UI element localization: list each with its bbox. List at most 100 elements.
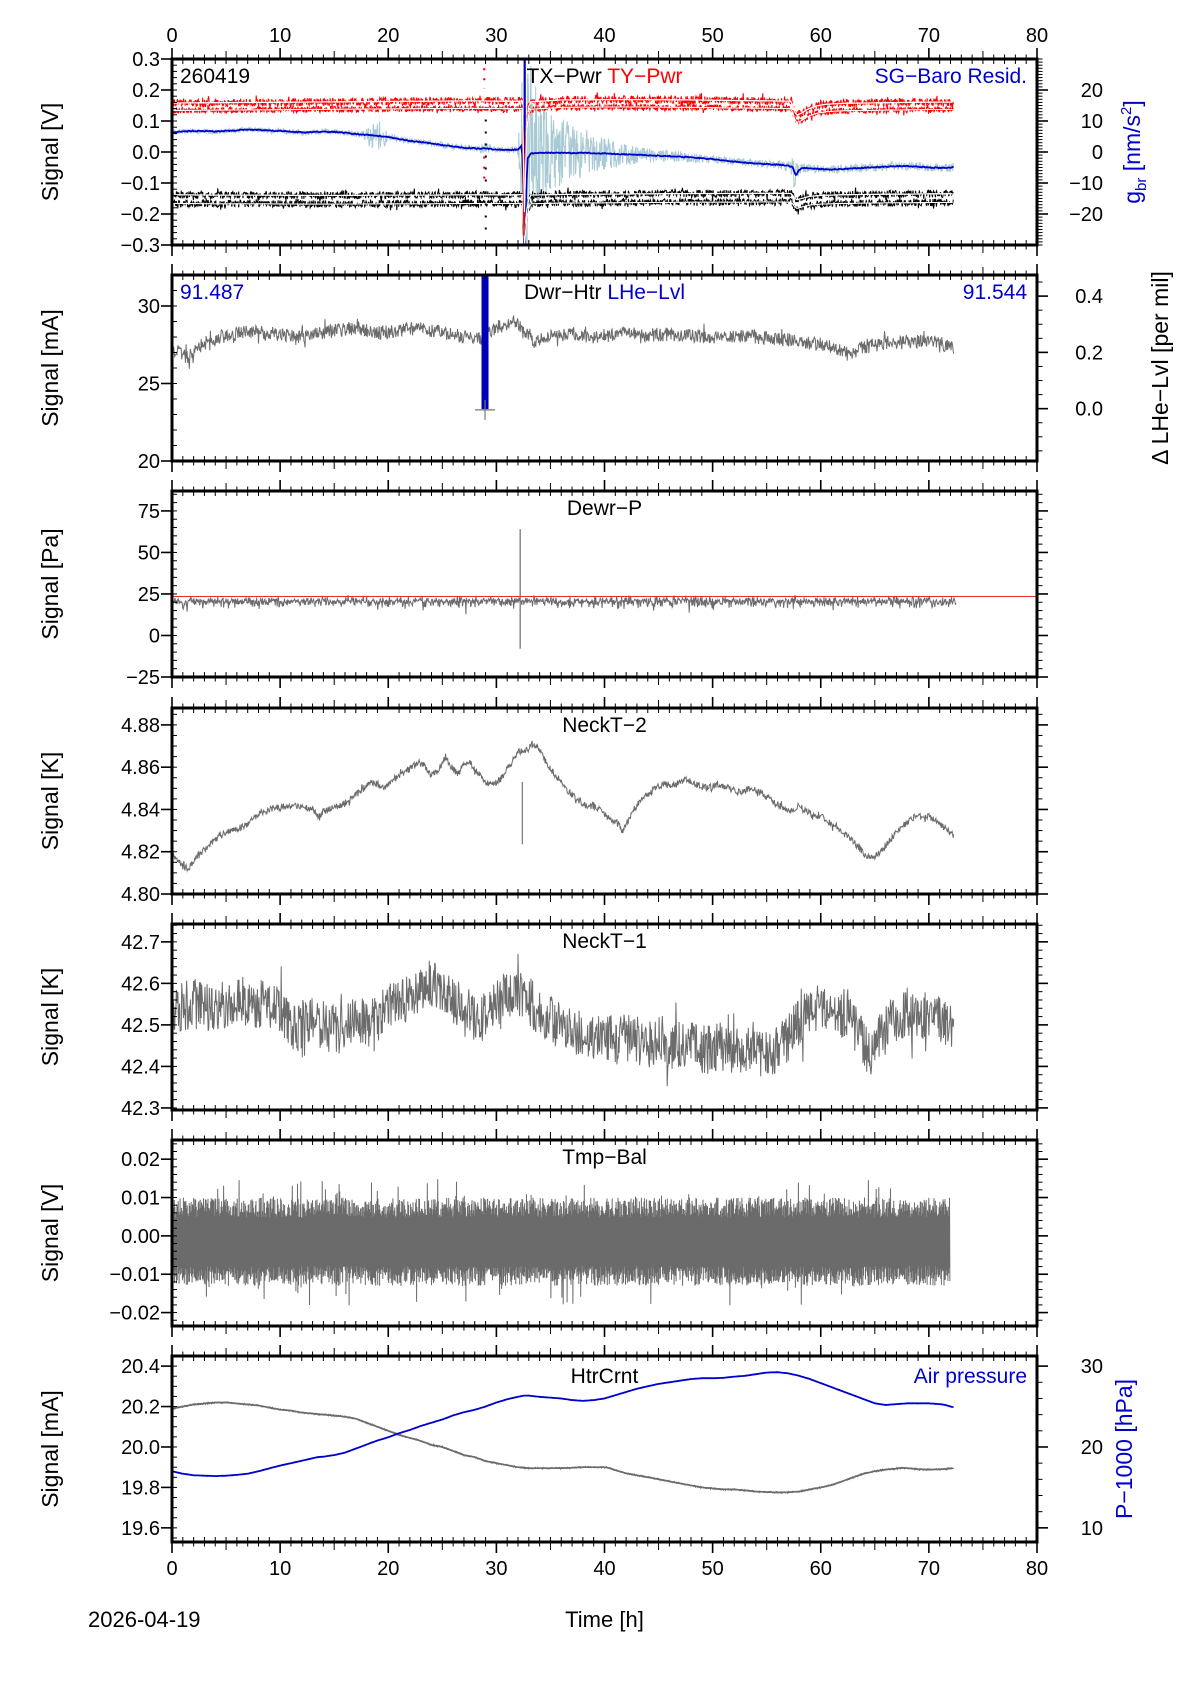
- panel-pwr-baro: 0.3 0.2 0.1 0.0 −0.1 −0.2 −0.3 20 10 0 −10 −20 26041…: [37, 25, 1150, 257]
- y-ticks-right: [1037, 713, 1048, 895]
- series-ty-pwr-lower: [173, 101, 954, 236]
- y-tick-label: 19.6: [121, 1518, 160, 1540]
- y-tick-label: 75: [138, 501, 160, 523]
- panel-dwr-htr-lhe-title-left: 91.487: [180, 281, 244, 304]
- x-tick-label-top: 70: [918, 25, 940, 47]
- axis-label-tmp-bal-left: Signal [V]: [37, 1184, 63, 1282]
- axis-label-neckt-1-left: Signal [K]: [37, 968, 63, 1066]
- date-label: 2026-04-19: [88, 1607, 201, 1632]
- x-ticks: [171, 1345, 1038, 1553]
- y-tick-label: 4.88: [121, 715, 160, 737]
- panel-pwr-baro-title-right: SG−Baro Resid.: [875, 65, 1027, 88]
- x-tick-label-top: 50: [702, 25, 724, 47]
- y-tick-label: 0: [149, 625, 160, 647]
- y-tick-label: 4.80: [121, 884, 160, 906]
- y-tick-label-right: −10: [1069, 173, 1103, 195]
- panel-neckt-1: 42.7 42.6 42.5 42.4 42.3 NeckT−1 Signal [K]: [37, 913, 1048, 1121]
- panel-neckt-1-series: [173, 953, 955, 1087]
- y-tick-label: 42.4: [121, 1056, 160, 1078]
- y-tick-label: −25: [126, 667, 160, 689]
- panel-tmp-bal-series: [173, 1179, 951, 1306]
- y-tick-label-right: 0.2: [1075, 342, 1103, 364]
- x-ticks: [171, 1129, 1038, 1337]
- series-neckt-1: [173, 953, 955, 1087]
- series-ty-pwr-upper-core: [173, 98, 953, 205]
- series-htrcrnt: [173, 1400, 955, 1495]
- x-tick-label-bottom: 20: [377, 1558, 399, 1580]
- y-tick-label: 0.1: [132, 111, 160, 133]
- y-ticks-right: [1037, 1365, 1048, 1529]
- panel-pwr-baro-title-left: 260419: [180, 65, 250, 88]
- y-tick-label-right: 20: [1081, 1437, 1103, 1459]
- y-tick-label: 20.0: [121, 1437, 160, 1459]
- panel-dwr-htr-lhe-title-right: 91.544: [963, 281, 1028, 304]
- y-tick-label-right: 30: [1081, 1356, 1103, 1378]
- y-tick-label: −0.02: [109, 1303, 160, 1325]
- y-tick-label-right: 0.4: [1075, 286, 1103, 308]
- x-ticks: [171, 480, 1038, 688]
- x-tick-label-top: 40: [593, 25, 615, 47]
- y-tick-label: 0.01: [121, 1188, 160, 1210]
- x-ticks: [171, 913, 1038, 1121]
- x-tick-label-bottom: 40: [593, 1558, 615, 1580]
- y-tick-label: 42.7: [121, 932, 160, 954]
- y-tick-label-right: 0.0: [1075, 399, 1103, 421]
- x-tick-label-top: 60: [810, 25, 832, 47]
- y-tick-label: 4.84: [121, 799, 160, 821]
- panel-htrcrnt-airpressure-title-right: Air pressure: [914, 1365, 1027, 1388]
- panel-pwr-baro-title-center: TX−Pwr TY−Pwr: [527, 65, 683, 88]
- y-ticks-left: [161, 493, 177, 678]
- y-tick-label: 25: [138, 374, 160, 396]
- axis-label-pwr-baro-left: Signal [V]: [37, 103, 63, 201]
- x-tick-label-top: 30: [485, 25, 507, 47]
- x-ticks: [171, 264, 1038, 472]
- x-tick-label-bottom: 10: [269, 1558, 291, 1580]
- y-tick-label: −0.2: [121, 204, 160, 226]
- y-tick-label: 20.2: [121, 1397, 160, 1419]
- panel-dwr-htr-lhe-series: [173, 276, 955, 420]
- series-air-pressure: [173, 1371, 955, 1477]
- y-tick-label: 0.2: [132, 80, 160, 102]
- y-ticks-left: [161, 58, 177, 246]
- y-tick-label-right: 20: [1081, 80, 1103, 102]
- series-air-pressure-core: [173, 1371, 953, 1478]
- y-ticks-left: [161, 713, 177, 895]
- x-ticks: [171, 697, 1038, 905]
- panel-neckt-2-series: [173, 740, 955, 873]
- panel-tmp-bal-title-center: Tmp−Bal: [562, 1146, 647, 1169]
- y-ticks-right: [1037, 493, 1048, 678]
- series-tmp-bal: [173, 1179, 951, 1306]
- y-ticks-right: [1037, 1143, 1048, 1321]
- x-tick-label-bottom: 30: [485, 1558, 507, 1580]
- series-neckt-2: [173, 740, 955, 873]
- x-tick-label-bottom: 70: [918, 1558, 940, 1580]
- axis-label-dewr-p-left: Signal [Pa]: [37, 528, 63, 639]
- y-tick-label: 42.3: [121, 1098, 160, 1120]
- series-sg-baro-resid: [173, 128, 954, 228]
- x-tick-label-top: 10: [269, 25, 291, 47]
- panel-neckt-2: 4.88 4.86 4.84 4.82 4.80 NeckT−2 Signal [K]: [37, 697, 1048, 906]
- series-tx-pwr-upper-core: [173, 192, 953, 237]
- panel-dwr-htr-lhe: 30 25 20 0.4 0.2 0.0 91.487 Dwr−Htr LHe−Lvl 91.5…: [37, 264, 1173, 473]
- panel-htrcrnt-airpressure: 20.4 20.2 20.0 19.8 19.6 30 20 10 HtrCrnt Air pre…: [37, 1345, 1137, 1580]
- panel-dewr-p: 75 50 25 0 −25 Dewr−P Signal [Pa]: [37, 480, 1048, 689]
- y-tick-label-right: 0: [1092, 142, 1103, 164]
- panel-neckt-2-title-center: NeckT−2: [562, 714, 647, 737]
- x-tick-label-bottom: 50: [702, 1558, 724, 1580]
- series-dewr-p: [173, 594, 957, 615]
- y-tick-label: 25: [138, 584, 160, 606]
- y-ticks-left: [161, 274, 177, 462]
- y-tick-label: 50: [138, 542, 160, 564]
- y-tick-label-right: 10: [1081, 1518, 1103, 1540]
- y-tick-label: 0.00: [121, 1226, 160, 1248]
- series-ty-pwr-lower-core: [173, 106, 953, 213]
- x-tick-label-top: 0: [166, 25, 177, 47]
- y-tick-label: −0.1: [121, 173, 160, 195]
- panel-pwr-baro-series: [173, 60, 954, 244]
- y-tick-label: −0.01: [109, 1264, 160, 1286]
- y-ticks-left: [161, 1143, 177, 1321]
- panel-dewr-p-series: [173, 529, 1036, 649]
- axis-label-dwr-htr-lhe-left: Signal [mA]: [37, 309, 63, 427]
